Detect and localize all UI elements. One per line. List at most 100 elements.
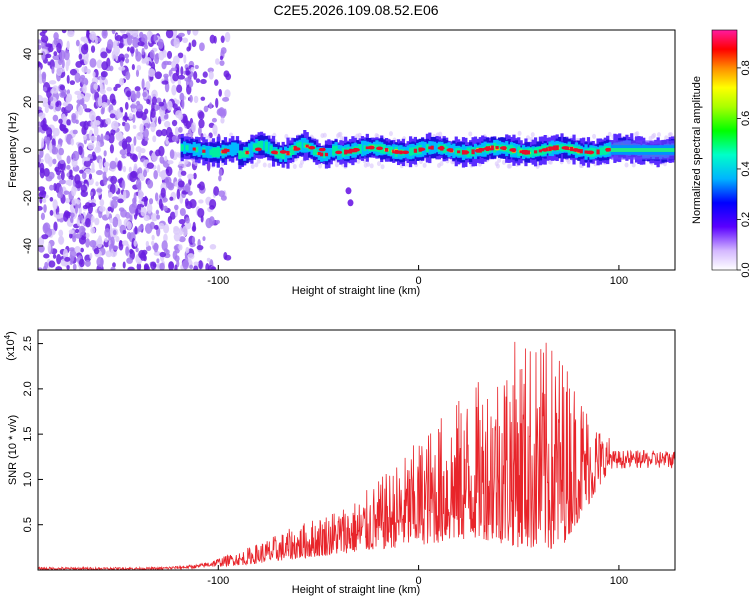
- noise-blob: [63, 50, 70, 61]
- band-cell: [216, 147, 220, 158]
- band-cell: [389, 146, 393, 156]
- noise-blob: [157, 38, 164, 50]
- band-cell: [207, 146, 211, 159]
- noise-blob: [96, 256, 104, 267]
- noise-blob: [74, 228, 80, 234]
- noise-blob: [156, 258, 160, 264]
- colorbar-frame: [711, 29, 738, 271]
- noise-blob: [75, 61, 83, 68]
- noise-blob: [46, 127, 53, 137]
- band-cell: [247, 143, 252, 159]
- band-cell: [413, 148, 417, 153]
- band-halo: [439, 161, 444, 167]
- noise-blob: [198, 111, 205, 120]
- noise-blob: [131, 93, 137, 102]
- noise-blob: [66, 40, 70, 51]
- noise-blob: [43, 167, 50, 177]
- noise-blob: [171, 119, 178, 127]
- noise-blob: [141, 59, 147, 64]
- noise-blob: [60, 170, 65, 181]
- noise-blob: [115, 35, 123, 42]
- x-tick-label: -100: [207, 275, 229, 287]
- noise-blob: [144, 265, 150, 270]
- band-cell: [187, 143, 192, 153]
- snr-ylabel: SNR (10 * v/v): [7, 415, 19, 485]
- noise-blob: [161, 61, 167, 70]
- noise-blob: [83, 159, 91, 168]
- band-cell: [416, 145, 420, 155]
- noise-blob: [219, 60, 225, 66]
- noise-blob: [159, 156, 165, 164]
- noise-blob: [51, 85, 59, 94]
- noise-blob: [209, 205, 215, 210]
- noise-blob: [189, 199, 197, 209]
- noise-blob: [83, 43, 89, 51]
- noise-blob: [178, 244, 183, 251]
- noise-blob: [90, 227, 96, 234]
- band-cell: [226, 148, 230, 152]
- noise-blob: [47, 242, 52, 253]
- band-cell: [223, 148, 228, 154]
- noise-blob: [38, 236, 45, 247]
- noise-blob: [94, 217, 100, 226]
- isolated-point: [345, 187, 352, 195]
- noise-blob: [43, 253, 50, 259]
- x-tick-label: 100: [610, 575, 628, 587]
- y-tick-label: 0: [22, 147, 34, 153]
- noise-blob: [143, 44, 149, 50]
- noise-blob: [39, 167, 45, 179]
- noise-blob: [155, 129, 163, 137]
- spectrogram-marks: [38, 30, 675, 270]
- band-cell: [257, 141, 261, 150]
- band-cell: [291, 145, 295, 155]
- noise-blob: [79, 169, 84, 174]
- spectrogram-ylabel: Frequency (Hz): [7, 112, 19, 188]
- band-cell: [219, 147, 223, 157]
- noise-blob: [89, 58, 97, 68]
- noise-blob: [142, 91, 147, 98]
- noise-blob: [174, 264, 178, 270]
- noise-blob: [62, 248, 69, 260]
- band-cell: [594, 148, 598, 156]
- noise-blob: [78, 77, 84, 83]
- band-cell: [363, 145, 367, 151]
- noise-blob: [130, 104, 137, 109]
- noise-blob: [110, 175, 118, 185]
- band-cell: [505, 145, 509, 152]
- noise-blob: [58, 138, 63, 144]
- noise-blob: [74, 245, 81, 253]
- noise-blob: [89, 31, 97, 41]
- band-core: [254, 147, 262, 152]
- noise-blob: [194, 64, 199, 70]
- band-core: [393, 150, 401, 154]
- noise-blob: [170, 67, 177, 72]
- noise-blob: [193, 95, 199, 104]
- noise-blob: [125, 71, 131, 81]
- noise-blob: [177, 180, 185, 188]
- noise-blob: [59, 159, 65, 164]
- noise-blob: [101, 61, 109, 71]
- noise-blob: [112, 229, 117, 236]
- band-halo: [380, 164, 385, 170]
- noise-blob: [51, 146, 59, 155]
- noise-blob: [190, 66, 195, 72]
- noise-blob: [46, 43, 54, 48]
- noise-blob: [96, 140, 101, 151]
- noise-blob: [90, 135, 97, 142]
- noise-blob: [213, 35, 217, 44]
- noise-blob: [115, 235, 120, 243]
- noise-blob: [87, 142, 95, 150]
- noise-blob: [164, 155, 168, 162]
- band-cell: [360, 140, 365, 157]
- noise-blob: [166, 61, 172, 66]
- noise-blob: [191, 122, 197, 133]
- noise-blob: [189, 264, 194, 270]
- noise-blob: [173, 37, 180, 49]
- band-cell: [445, 146, 449, 153]
- band-cell: [320, 152, 324, 157]
- noise-blob: [132, 37, 140, 49]
- band-core: [509, 148, 517, 152]
- noise-blob: [99, 89, 106, 95]
- noise-blob: [49, 96, 54, 102]
- noise-blob: [74, 90, 82, 95]
